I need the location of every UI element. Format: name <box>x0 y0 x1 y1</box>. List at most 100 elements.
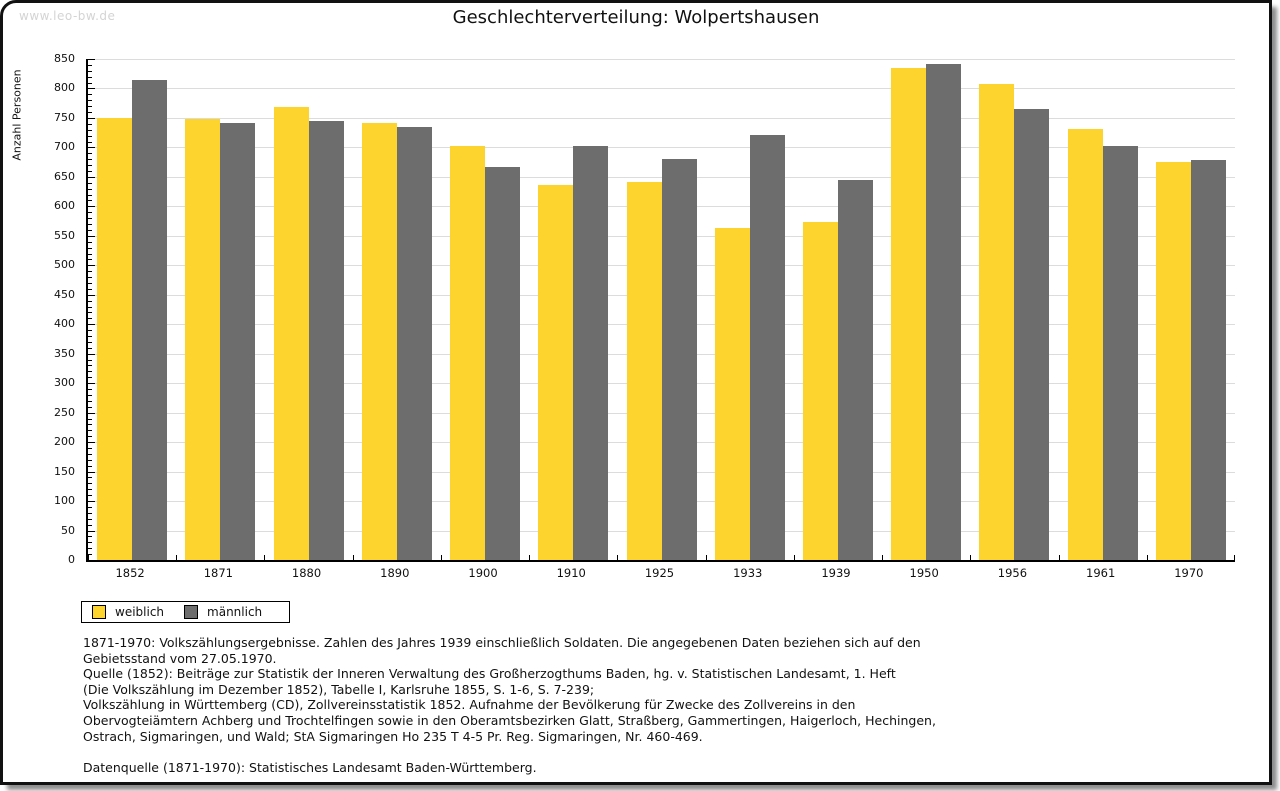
x-tick-label-1939: 1939 <box>821 566 851 580</box>
y-major-tick-650 <box>88 176 95 178</box>
gridline-850 <box>88 59 1235 60</box>
bar-männlich-1956 <box>1014 109 1050 560</box>
bar-männlich-1852 <box>132 80 168 560</box>
y-minor-tick-440 <box>88 300 92 302</box>
y-minor-tick-10 <box>88 554 92 556</box>
y-minor-tick-420 <box>88 312 92 314</box>
x-boundary-tick-9 <box>882 555 884 560</box>
y-minor-tick-490 <box>88 271 92 273</box>
y-minor-tick-740 <box>88 123 92 125</box>
y-tick-label-500: 500 <box>54 258 75 272</box>
y-major-tick-150 <box>88 471 95 473</box>
y-minor-tick-210 <box>88 436 92 438</box>
x-tick-label-1852: 1852 <box>115 566 145 580</box>
y-minor-tick-810 <box>88 82 92 84</box>
y-tick-label-100: 100 <box>54 494 75 508</box>
y-major-tick-200 <box>88 442 95 444</box>
x-boundary-tick-4 <box>440 555 442 560</box>
y-axis-label: Anzahl Personen <box>10 69 24 161</box>
y-tick-label-550: 550 <box>54 228 75 242</box>
y-minor-tick-140 <box>88 477 92 479</box>
watermark: www.leo-bw.de <box>19 9 116 23</box>
legend: weiblich männlich <box>81 601 290 623</box>
y-minor-tick-560 <box>88 229 92 231</box>
y-minor-tick-820 <box>88 76 92 78</box>
y-tick-label-350: 350 <box>54 346 75 360</box>
y-minor-tick-520 <box>88 253 92 255</box>
footnote-line-8 <box>83 744 936 760</box>
y-major-tick-800 <box>88 88 95 90</box>
x-boundary-tick-6 <box>617 555 619 560</box>
x-boundary-tick-5 <box>529 555 531 560</box>
y-tick-label-850: 850 <box>54 52 75 65</box>
x-boundary-tick-8 <box>793 555 795 560</box>
y-minor-tick-430 <box>88 306 92 308</box>
y-tick-label-750: 750 <box>54 110 75 124</box>
x-tick-label-1910: 1910 <box>556 566 586 580</box>
bar-weiblich-1961 <box>1067 129 1103 560</box>
x-tick-label-1956: 1956 <box>997 566 1028 580</box>
y-minor-tick-690 <box>88 153 92 155</box>
bar-weiblich-1939 <box>802 222 838 560</box>
y-minor-tick-180 <box>88 453 92 455</box>
x-boundary-tick-0 <box>88 555 89 560</box>
bar-weiblich-1900 <box>450 145 486 560</box>
y-minor-tick-840 <box>88 64 92 66</box>
bar-männlich-1933 <box>749 135 785 560</box>
footnote-line-3: Quelle (1852): Beiträge zur Statistik de… <box>83 666 896 682</box>
x-tick-label-1925: 1925 <box>644 566 675 580</box>
y-minor-tick-110 <box>88 495 92 497</box>
y-minor-tick-770 <box>88 106 92 108</box>
y-minor-tick-20 <box>88 548 92 550</box>
y-minor-tick-680 <box>88 159 92 161</box>
legend-label-maennlich: männlich <box>207 605 263 619</box>
bar-männlich-1925 <box>661 158 697 560</box>
x-tick-label-1961: 1961 <box>1086 566 1116 580</box>
footnote-line-7: Ostrach, Sigmaringen, und Wald; StA Sigm… <box>83 728 703 744</box>
x-boundary-tick-10 <box>970 555 972 560</box>
y-minor-tick-60 <box>88 524 92 526</box>
x-axis-tick-labels: 1852 1871 1880 1890 1900 1910 1925 1933 1939 1950… <box>86 566 1233 582</box>
y-major-tick-450 <box>88 294 95 296</box>
y-minor-tick-40 <box>88 536 92 538</box>
y-minor-tick-590 <box>88 212 92 214</box>
bar-männlich-1880 <box>308 120 344 560</box>
x-boundary-tick-13 <box>1234 555 1235 560</box>
y-major-tick-400 <box>88 324 95 326</box>
y-minor-tick-290 <box>88 389 92 391</box>
footnote-line-4: (Die Volkszählung im Dezember 1852), Tab… <box>83 681 595 697</box>
y-minor-tick-790 <box>88 94 92 96</box>
footnote-line-2: Gebietsstand vom 27.05.1970. <box>83 650 277 666</box>
bar-weiblich-1925 <box>626 182 662 560</box>
y-tick-label-0: 0 <box>68 553 75 566</box>
x-tick-label-1933: 1933 <box>733 566 763 580</box>
y-minor-tick-80 <box>88 512 92 514</box>
y-major-tick-850 <box>88 59 95 60</box>
y-minor-tick-220 <box>88 430 92 432</box>
y-minor-tick-380 <box>88 336 92 338</box>
gridline-700 <box>88 147 1235 149</box>
x-boundary-tick-12 <box>1146 555 1148 560</box>
bar-weiblich-1910 <box>538 185 574 560</box>
x-tick-label-1871: 1871 <box>203 566 233 580</box>
y-minor-tick-710 <box>88 141 92 143</box>
y-minor-tick-120 <box>88 489 92 491</box>
legend-label-weiblich: weiblich <box>115 605 165 619</box>
y-minor-tick-640 <box>88 182 92 184</box>
x-boundary-tick-1 <box>176 555 178 560</box>
y-minor-tick-370 <box>88 341 92 343</box>
y-tick-label-600: 600 <box>54 199 75 213</box>
bar-männlich-1910 <box>573 145 609 560</box>
y-major-tick-500 <box>88 265 95 267</box>
y-minor-tick-170 <box>88 459 92 461</box>
y-tick-label-800: 800 <box>54 81 75 95</box>
bar-männlich-1939 <box>837 179 873 560</box>
y-minor-tick-190 <box>88 448 92 449</box>
bar-männlich-1950 <box>926 63 962 560</box>
y-major-tick-100 <box>88 501 95 503</box>
y-minor-tick-70 <box>88 518 92 520</box>
y-minor-tick-330 <box>88 365 92 367</box>
y-minor-tick-670 <box>88 165 92 167</box>
y-minor-tick-780 <box>88 100 92 102</box>
